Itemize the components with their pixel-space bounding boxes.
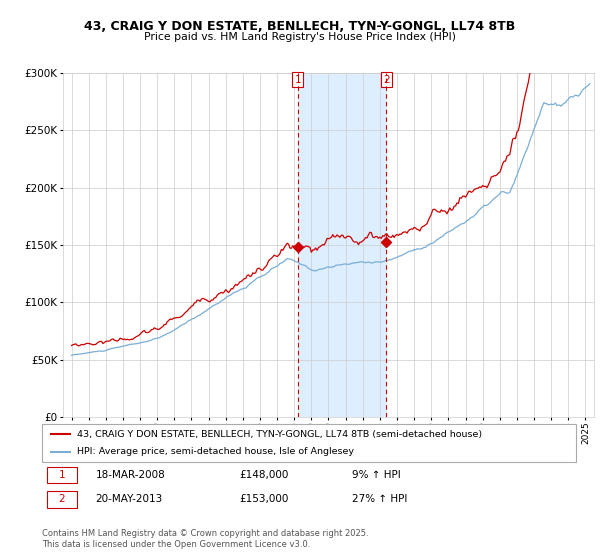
Text: 43, CRAIG Y DON ESTATE, BENLLECH, TYN-Y-GONGL, LL74 8TB (semi-detached house): 43, CRAIG Y DON ESTATE, BENLLECH, TYN-Y-…: [77, 430, 482, 438]
Text: 9% ↑ HPI: 9% ↑ HPI: [352, 470, 400, 480]
Text: 2: 2: [59, 494, 65, 505]
Text: HPI: Average price, semi-detached house, Isle of Anglesey: HPI: Average price, semi-detached house,…: [77, 447, 354, 456]
Text: 27% ↑ HPI: 27% ↑ HPI: [352, 494, 407, 505]
Text: 1: 1: [59, 470, 65, 480]
Text: Price paid vs. HM Land Registry's House Price Index (HPI): Price paid vs. HM Land Registry's House …: [144, 32, 456, 43]
Bar: [298, 73, 386, 417]
Text: Contains HM Land Registry data © Crown copyright and database right 2025.
This d: Contains HM Land Registry data © Crown c…: [42, 529, 368, 549]
Text: 1: 1: [295, 74, 301, 85]
Text: £148,000: £148,000: [239, 470, 289, 480]
Text: £153,000: £153,000: [239, 494, 289, 505]
Text: 18-MAR-2008: 18-MAR-2008: [95, 470, 165, 480]
Bar: [47, 491, 77, 508]
Text: 43, CRAIG Y DON ESTATE, BENLLECH, TYN-Y-GONGL, LL74 8TB: 43, CRAIG Y DON ESTATE, BENLLECH, TYN-Y-…: [85, 20, 515, 32]
Bar: [47, 467, 77, 483]
Text: 20-MAY-2013: 20-MAY-2013: [95, 494, 163, 505]
Text: 2: 2: [383, 74, 390, 85]
